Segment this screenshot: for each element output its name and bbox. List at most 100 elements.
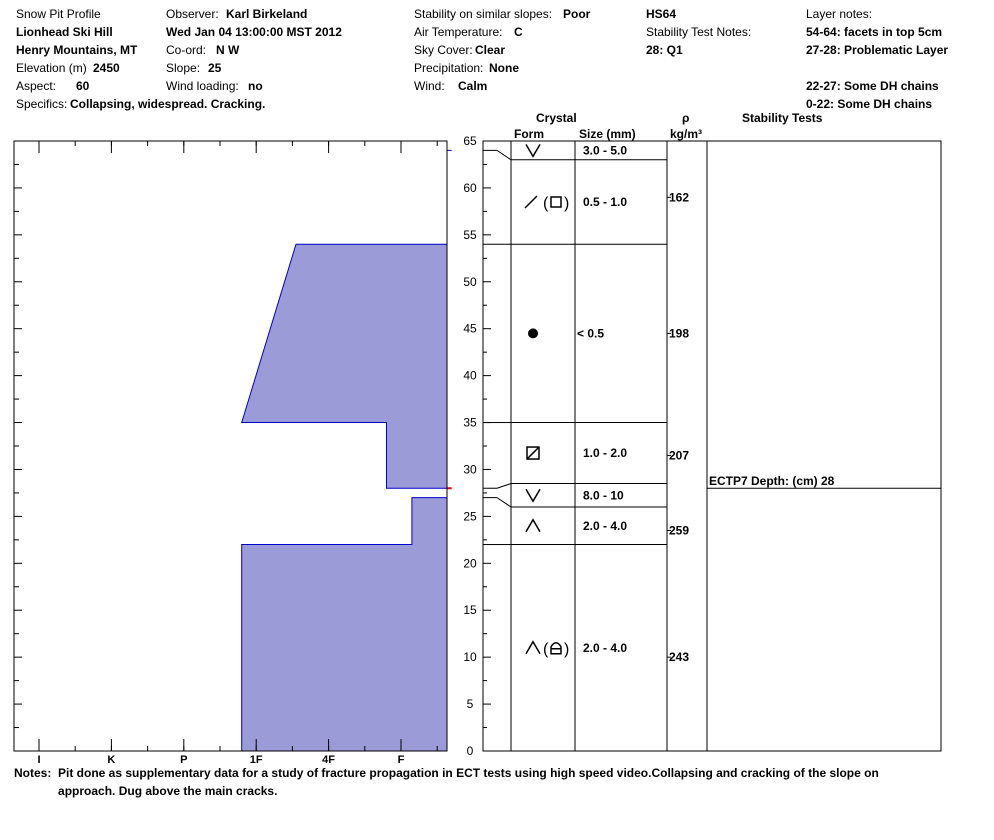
sky-label: Sky Cover: — [414, 43, 473, 57]
grain-size-label: 2.0 - 4.0 — [583, 641, 627, 655]
hardness-tick-label: F — [398, 754, 405, 766]
notes-block: Notes: Pit done as supplementary data fo… — [14, 764, 974, 800]
crystal-form-caret — [525, 518, 541, 533]
elevation-label: Elevation (m) — [16, 61, 87, 75]
grain-size-label: < 0.5 — [577, 326, 604, 340]
location: Lionhead Ski Hill — [16, 25, 113, 39]
depth-tick-label: 45 — [463, 322, 477, 336]
coord-label: Co-ord: — [166, 43, 207, 57]
stability-tests-frame — [706, 140, 942, 752]
specifics-label: Specifics: — [16, 97, 68, 111]
datetime: Wed Jan 04 13:00:00 MST 2012 — [166, 25, 342, 39]
depth-tick-label: 65 — [463, 134, 477, 148]
stability-notes-value: 28: Q1 — [646, 43, 683, 57]
grain-size-label: 3.0 - 5.0 — [583, 143, 627, 157]
pit-title: Snow Pit Profile — [16, 7, 101, 21]
crystal-form-v — [525, 488, 541, 503]
density-label: 207 — [669, 448, 689, 462]
precip-value: None — [489, 61, 519, 75]
depth-tick-label: 5 — [467, 697, 474, 711]
layer-table-group: 3.0 - 5.0 () 0.5 - 1.0 162 < 0.5 198 1.0 - 2.0… — [482, 140, 942, 752]
slash-icon — [524, 195, 538, 209]
depth-tick-label: 50 — [463, 275, 477, 289]
sky-value: Clear — [475, 43, 506, 57]
density-label: 162 — [669, 190, 689, 204]
crystal-form-square-x — [526, 446, 540, 460]
square-icon — [526, 446, 540, 460]
layer-connector — [496, 149, 512, 161]
hardness-area — [241, 141, 448, 752]
depth-tick-label: 15 — [463, 603, 477, 617]
hoar-chain-icon — [550, 642, 562, 655]
coord-value: N W — [216, 43, 240, 57]
round-grain-icon — [528, 328, 538, 339]
stability-value: Poor — [563, 7, 591, 21]
stability-notes-label: Stability Test Notes: — [646, 25, 752, 39]
crystal-form-slash-square: () — [524, 195, 569, 212]
stability-test-label: ECTP7 Depth: (cm) 28 — [709, 474, 835, 488]
aspect-value: 60 — [76, 79, 90, 93]
hardness-tick-label: I — [37, 754, 40, 766]
layer-connector — [496, 497, 512, 508]
hardness-tick-label: 4F — [322, 754, 335, 766]
wind-loading-label: Wind loading: — [166, 79, 239, 93]
notes-text: Pit done as supplementary data for a stu… — [58, 766, 879, 798]
paren-close-icon: ) — [564, 195, 569, 212]
wind-label: Wind: — [414, 79, 445, 93]
rho-header: ρ — [682, 111, 690, 125]
layer-note: 0-22: Some DH chains — [806, 97, 933, 111]
crystal-form-caret-lock: () — [525, 640, 569, 658]
wind-loading-value: no — [248, 79, 263, 93]
grain-size-label: 8.0 - 10 — [583, 488, 624, 502]
air-temp-label: Air Temperature: — [414, 25, 503, 39]
rho-unit-header: kg/m³ — [670, 127, 703, 141]
grain-size-label: 0.5 - 1.0 — [583, 195, 627, 209]
layer-note: 27-28: Problematic Layer — [806, 43, 949, 57]
density-label: 198 — [669, 326, 689, 340]
layer-notes-label: Layer notes: — [806, 7, 873, 21]
depth-tick-label: 10 — [463, 650, 477, 664]
density-label: 259 — [669, 523, 689, 537]
square-slash-icon — [526, 446, 540, 460]
hardness-profile-group — [241, 141, 452, 752]
depth-tick-label: 60 — [463, 181, 477, 195]
observer-label: Observer: — [166, 7, 219, 21]
hardness-tick-label: 1F — [250, 754, 263, 766]
depth-tick-label: 35 — [463, 416, 477, 430]
grain-size-label: 2.0 - 4.0 — [583, 519, 627, 533]
stability-label: Stability on similar slopes: — [414, 7, 553, 21]
precip-label: Precipitation: — [414, 61, 484, 75]
axes-group: I K P 1F 4F F 0 5 10 15 20 25 30 35 40 45 50 55 60 65 — [13, 134, 491, 766]
observer-value: Karl Birkeland — [226, 7, 308, 21]
crystal-header: Crystal — [536, 111, 577, 125]
crystal-form-v — [525, 144, 541, 158]
size-header: Size (mm) — [579, 127, 636, 141]
slope-label: Slope: — [166, 61, 201, 75]
depth-tick-label: 25 — [463, 509, 477, 523]
grain-size-label: 1.0 - 2.0 — [583, 446, 627, 460]
hardness-tick-label: K — [107, 754, 115, 766]
layer-connector — [496, 483, 512, 489]
depth-tick-label: 20 — [463, 556, 477, 570]
faceted-v-icon — [525, 488, 541, 503]
depth-tick-label: 30 — [463, 462, 477, 476]
hs-value: HS64 — [646, 7, 677, 21]
hardness-tick-label: P — [180, 754, 187, 766]
elevation-value: 2450 — [93, 61, 120, 75]
specifics-value: Collapsing, widespread. Cracking. — [70, 97, 266, 111]
faceted-v-icon — [525, 144, 541, 158]
slope-value: 25 — [208, 61, 222, 75]
region: Henry Mountains, MT — [16, 43, 138, 57]
depth-hoar-icon — [525, 640, 541, 655]
notes-label: Notes: — [14, 766, 52, 780]
paren-open-icon: ( — [543, 641, 549, 658]
wind-value: Calm — [458, 79, 488, 93]
square-icon — [550, 196, 562, 208]
depth-tick-label: 55 — [463, 228, 477, 242]
depth-tick-label: 40 — [463, 369, 477, 383]
density-label: 243 — [669, 650, 689, 664]
form-header: Form — [514, 127, 544, 141]
depth-hoar-icon — [525, 518, 541, 533]
crystal-form-dot — [528, 328, 538, 339]
